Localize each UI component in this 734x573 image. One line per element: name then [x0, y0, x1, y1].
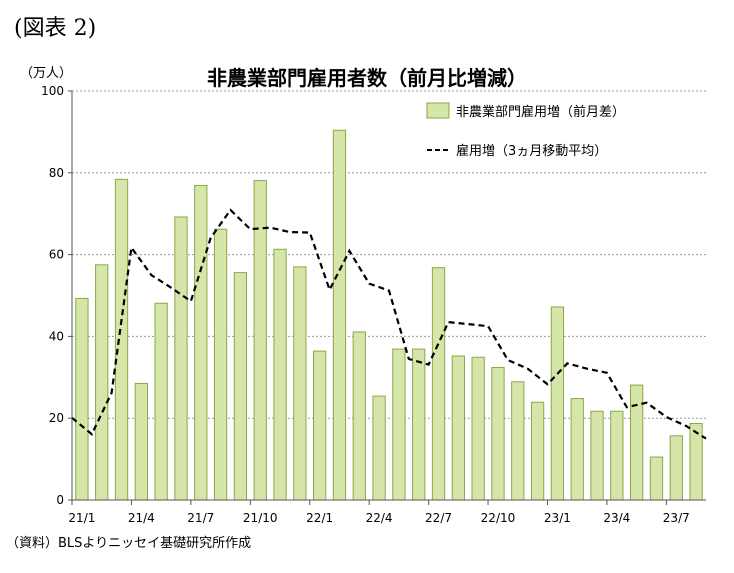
chart-title: 非農業部門雇用者数（前月比増減） — [207, 66, 527, 90]
figure-label: (図表 2) — [14, 16, 97, 41]
legend-line-label: 雇用増（3ヵ月移動平均） — [456, 143, 607, 159]
bar — [530, 401, 545, 501]
y-tick-label: 40 — [49, 329, 64, 343]
x-tick-label: 22/7 — [425, 511, 452, 525]
x-tick-label: 21/1 — [68, 511, 95, 525]
bar — [313, 350, 327, 501]
y-tick-label: 60 — [49, 248, 64, 262]
bar — [570, 398, 584, 501]
bar — [213, 228, 228, 501]
legend-bar-label: 非農業部門雇用増（前月差） — [456, 104, 625, 120]
y-tick-labels: 0 20 40 60 80 100 — [41, 84, 64, 507]
legend: 非農業部門雇用増（前月差） 雇用増（3ヵ月移動平均） — [426, 102, 625, 159]
bar — [550, 306, 565, 501]
bar — [332, 129, 347, 501]
bar-series — [75, 129, 703, 501]
bar — [590, 410, 604, 501]
bar — [669, 435, 683, 501]
bar — [630, 384, 644, 501]
bar — [75, 297, 89, 501]
bar — [649, 456, 664, 501]
bar — [293, 266, 307, 501]
bar — [95, 264, 109, 501]
bar — [174, 216, 188, 501]
bar — [491, 366, 505, 501]
bar — [471, 356, 485, 501]
x-tick-label: 23/7 — [663, 511, 690, 525]
axes — [68, 90, 706, 505]
bar — [273, 248, 287, 501]
x-tick-label: 22/1 — [306, 511, 333, 525]
bar — [372, 395, 386, 501]
bar — [233, 272, 248, 501]
y-tick-label: 80 — [49, 166, 64, 180]
x-tick-label: 22/10 — [481, 511, 516, 525]
x-tick-label: 21/10 — [243, 511, 278, 525]
bar — [134, 382, 148, 501]
moving-average-line — [71, 208, 707, 440]
x-tick-label: 22/4 — [366, 511, 393, 525]
bar — [114, 178, 129, 501]
y-axis-unit: （万人） — [20, 66, 73, 81]
x-tick-label: 23/1 — [544, 511, 571, 525]
line-series — [71, 208, 707, 440]
bar — [511, 381, 525, 501]
x-tick-label: 21/4 — [128, 511, 155, 525]
bar — [689, 423, 703, 501]
bar — [610, 410, 624, 501]
x-tick-label: 21/7 — [187, 511, 214, 525]
y-tick-label: 20 — [49, 411, 64, 425]
legend-bar-swatch — [426, 102, 450, 119]
bar — [194, 184, 208, 501]
x-tick-label: 23/4 — [603, 511, 630, 525]
x-tick-labels: 21/1 21/4 21/7 21/10 22/1 22/4 22/7 22/10 23/1 23… — [68, 511, 689, 525]
bar — [352, 331, 366, 501]
bar — [412, 348, 426, 501]
bar — [392, 348, 406, 501]
bar — [431, 267, 446, 501]
y-tick-label: 100 — [41, 84, 64, 98]
source-note: （資料）BLSよりニッセイ基礎研究所作成 — [6, 536, 252, 551]
bar — [154, 302, 168, 501]
bar — [451, 355, 465, 501]
y-tick-label: 0 — [56, 493, 64, 507]
